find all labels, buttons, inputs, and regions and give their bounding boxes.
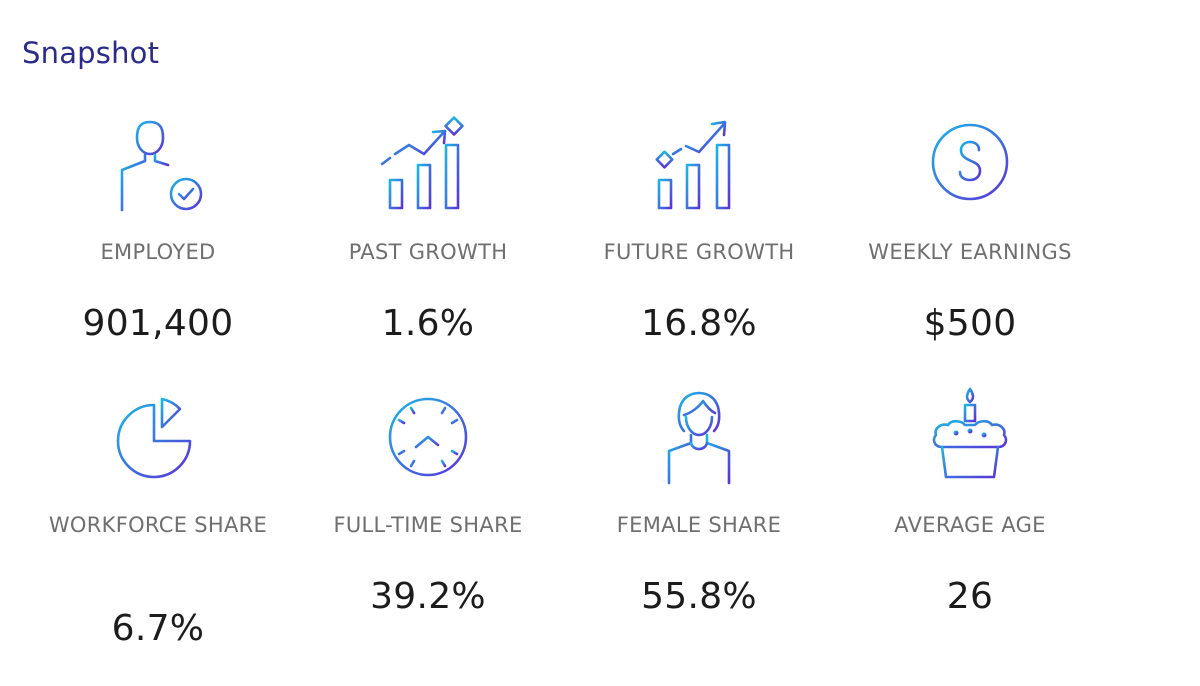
female-person-icon [649,385,749,485]
stat-weekly-earnings: WEEKLY EARNINGS $500 [835,110,1105,350]
stat-value: $500 [923,303,1017,344]
stat-full-time-share: FULL-TIME SHARE 39.2% [293,385,563,665]
birthday-cupcake-icon [920,385,1020,485]
bar-chart-future-growth-icon [649,112,749,212]
stat-workforce-share: WORKFORCE SHARE 6.7% [23,385,293,665]
stat-label: AVERAGE AGE [894,513,1046,537]
clock-icon [378,385,478,485]
stat-label: WORKFORCE SHARE [48,513,268,537]
dollar-coin-icon [920,112,1020,212]
stat-value: 6.7% [111,608,205,649]
stat-average-age: AVERAGE AGE 26 [835,385,1105,665]
stat-label: FUTURE GROWTH [603,240,795,264]
stat-value: 1.6% [381,303,475,344]
stat-value: 16.8% [641,303,757,344]
stat-future-growth: FUTURE GROWTH 16.8% [564,110,834,350]
stat-value: 39.2% [370,576,486,617]
stat-value: 901,400 [82,303,234,344]
stat-label: FEMALE SHARE [616,513,782,537]
page-title: Snapshot [22,36,160,70]
bar-chart-growth-icon [378,112,478,212]
stat-label: EMPLOYED [100,240,216,264]
stat-label: WEEKLY EARNINGS [868,240,1072,264]
stat-label: FULL-TIME SHARE [333,513,523,537]
stat-employed: EMPLOYED 901,400 [23,110,293,350]
stat-value: 55.8% [641,576,757,617]
person-check-icon [108,112,208,212]
pie-chart-icon [108,385,208,485]
stat-female-share: FEMALE SHARE 55.8% [564,385,834,665]
stat-label: PAST GROWTH [348,240,508,264]
stat-value: 26 [946,576,994,617]
stat-past-growth: PAST GROWTH 1.6% [293,110,563,350]
